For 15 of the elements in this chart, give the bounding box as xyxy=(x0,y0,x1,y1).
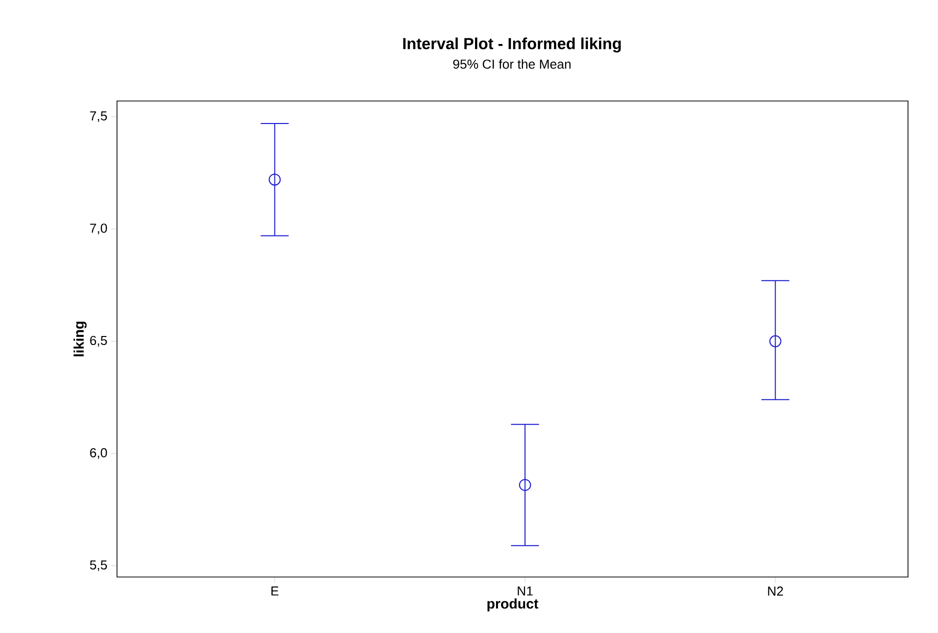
chart-subtitle: 95% CI for the Mean xyxy=(453,59,571,69)
chart-title: Interval Plot - Informed liking xyxy=(403,38,621,52)
x-tick-label: N1 xyxy=(518,586,533,596)
point xyxy=(769,335,782,348)
x-tick-label: E xyxy=(271,586,278,596)
y-tick-label: 7,5 xyxy=(90,111,107,122)
point xyxy=(268,174,281,186)
y-tick-label: 6,0 xyxy=(90,448,107,459)
x-tick-label: N2 xyxy=(768,586,783,596)
x-axis-title: product xyxy=(487,598,538,612)
point xyxy=(519,478,532,491)
y-tick-label: 6,5 xyxy=(90,336,107,347)
y-axis-title: liking xyxy=(74,322,87,356)
y-tick-label: 7,0 xyxy=(90,224,107,234)
y-tick-label: 5,5 xyxy=(90,560,107,572)
